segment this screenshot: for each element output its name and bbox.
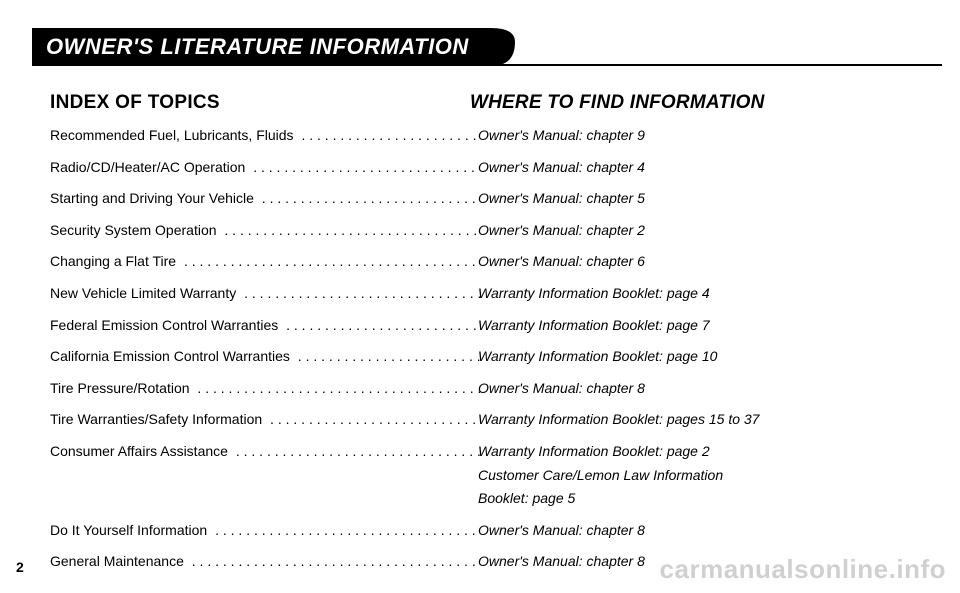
topic-cell: Do It Yourself Information — [50, 521, 480, 541]
header-tab: OWNER'S LITERATURE INFORMATION — [32, 28, 920, 66]
topic-text: Starting and Driving Your Vehicle — [50, 190, 258, 206]
location-text: Warranty Information Booklet: page 2 — [478, 442, 710, 462]
location-text: Owner's Manual: chapter 8 — [478, 379, 645, 399]
topic-cell: Recommended Fuel, Lubricants, Fluids — [50, 126, 480, 146]
column-headers: INDEX OF TOPICS WHERE TO FIND INFORMATIO… — [50, 92, 920, 114]
location-text: Owner's Manual: chapter 6 — [478, 252, 645, 272]
index-row: Do It Yourself Information Owner's Manual… — [50, 521, 920, 541]
left-column-heading: INDEX OF TOPICS — [50, 92, 470, 114]
topic-cell: Tire Pressure/Rotation — [50, 379, 480, 399]
rows-container: Recommended Fuel, Lubricants, Fluids Owne… — [50, 126, 920, 572]
topic-text: Tire Pressure/Rotation — [50, 380, 194, 396]
topic-text: Federal Emission Control Warranties — [50, 317, 282, 333]
topic-cell: Consumer Affairs Assistance — [50, 442, 480, 462]
location-text: Owner's Manual: chapter 2 — [478, 221, 645, 241]
topic-text: Security System Operation — [50, 222, 221, 238]
topic-text: New Vehicle Limited Warranty — [50, 285, 240, 301]
index-row: Consumer Affairs Assistance Warranty Info… — [50, 442, 920, 462]
page-title: OWNER'S LITERATURE INFORMATION — [32, 28, 491, 66]
topic-text: Consumer Affairs Assistance — [50, 443, 232, 459]
page-container: OWNER'S LITERATURE INFORMATION INDEX OF … — [0, 0, 960, 593]
topic-cell: Security System Operation — [50, 221, 480, 241]
topic-text: General Maintenance — [50, 553, 188, 569]
topic-text: Do It Yourself Information — [50, 522, 211, 538]
topic-text: California Emission Control Warranties — [50, 348, 294, 364]
index-row: Tire Warranties/Safety Information Warran… — [50, 410, 920, 430]
topic-text: Recommended Fuel, Lubricants, Fluids — [50, 127, 298, 143]
location-text: Owner's Manual: chapter 8 — [478, 552, 645, 572]
index-row: Booklet: page 5 — [50, 489, 920, 509]
location-text: Customer Care/Lemon Law Information — [478, 466, 723, 486]
location-text: Warranty Information Booklet: page 10 — [478, 347, 717, 367]
location-text: Owner's Manual: chapter 8 — [478, 521, 645, 541]
topic-cell: General Maintenance — [50, 552, 480, 572]
location-text: Warranty Information Booklet: page 4 — [478, 284, 710, 304]
index-row: Changing a Flat Tire Owner's Manual: chap… — [50, 252, 920, 272]
index-row: New Vehicle Limited Warranty Warranty Inf… — [50, 284, 920, 304]
topic-text: Tire Warranties/Safety Information — [50, 411, 266, 427]
page-number: 2 — [16, 559, 24, 575]
topic-cell: California Emission Control Warranties — [50, 347, 480, 367]
topic-cell: Federal Emission Control Warranties — [50, 316, 480, 336]
location-text: Owner's Manual: chapter 5 — [478, 189, 645, 209]
topic-cell: New Vehicle Limited Warranty — [50, 284, 480, 304]
location-text: Warranty Information Booklet: pages 15 t… — [478, 410, 759, 430]
topic-text: Changing a Flat Tire — [50, 253, 180, 269]
topic-cell: Tire Warranties/Safety Information — [50, 410, 480, 430]
topic-cell: Radio/CD/Heater/AC Operation — [50, 158, 480, 178]
index-row: Recommended Fuel, Lubricants, Fluids Owne… — [50, 126, 920, 146]
index-row: Customer Care/Lemon Law Information — [50, 466, 920, 486]
content-columns: INDEX OF TOPICS WHERE TO FIND INFORMATIO… — [50, 92, 920, 572]
index-row: Security System Operation Owner's Manual:… — [50, 221, 920, 241]
watermark: carmanualsonline.info — [660, 554, 946, 585]
index-row: Tire Pressure/Rotation Owner's Manual: ch… — [50, 379, 920, 399]
index-row: Radio/CD/Heater/AC Operation Owner's Manu… — [50, 158, 920, 178]
location-text: Owner's Manual: chapter 4 — [478, 158, 645, 178]
topic-cell: Changing a Flat Tire — [50, 252, 480, 272]
location-text: Owner's Manual: chapter 9 — [478, 126, 645, 146]
location-text: Booklet: page 5 — [478, 489, 575, 509]
index-row: Starting and Driving Your Vehicle Owner's… — [50, 189, 920, 209]
topic-cell: Starting and Driving Your Vehicle — [50, 189, 480, 209]
location-text: Warranty Information Booklet: page 7 — [478, 316, 710, 336]
right-column-heading: WHERE TO FIND INFORMATION — [470, 92, 765, 114]
index-row: California Emission Control Warranties Wa… — [50, 347, 920, 367]
tab-cap-icon — [491, 28, 517, 66]
topic-text: Radio/CD/Heater/AC Operation — [50, 159, 249, 175]
index-row: Federal Emission Control Warranties Warra… — [50, 316, 920, 336]
